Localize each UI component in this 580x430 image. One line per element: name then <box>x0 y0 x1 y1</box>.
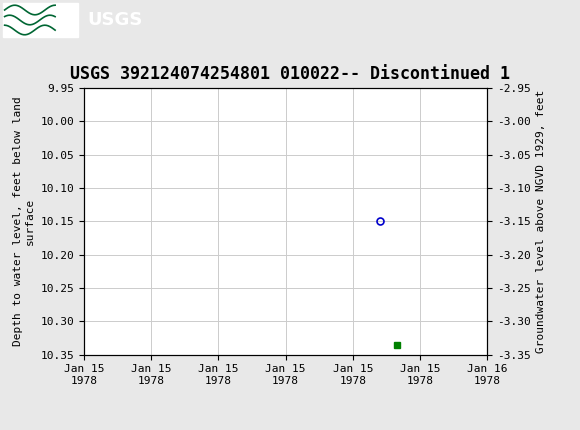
Text: USGS 392124074254801 010022-- Discontinued 1: USGS 392124074254801 010022-- Discontinu… <box>70 64 510 83</box>
Legend: Period of approved data: Period of approved data <box>185 426 386 430</box>
Y-axis label: Groundwater level above NGVD 1929, feet: Groundwater level above NGVD 1929, feet <box>536 90 546 353</box>
Text: USGS: USGS <box>87 11 142 29</box>
Y-axis label: Depth to water level, feet below land
surface: Depth to water level, feet below land su… <box>13 97 35 346</box>
Bar <box>3 3 78 37</box>
